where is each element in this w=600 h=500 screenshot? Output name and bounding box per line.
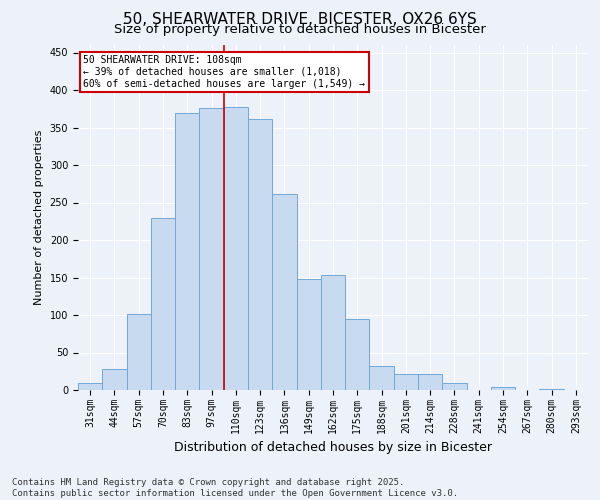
Bar	[224, 106, 248, 390]
Text: 50, SHEARWATER DRIVE, BICESTER, OX26 6YS: 50, SHEARWATER DRIVE, BICESTER, OX26 6YS	[123, 12, 477, 28]
Text: Size of property relative to detached houses in Bicester: Size of property relative to detached ho…	[114, 22, 486, 36]
Y-axis label: Number of detached properties: Number of detached properties	[34, 130, 44, 305]
Bar	[175, 112, 199, 390]
X-axis label: Distribution of detached houses by size in Bicester: Distribution of detached houses by size …	[174, 441, 492, 454]
Bar	[394, 374, 418, 390]
Bar	[321, 275, 345, 390]
Bar	[370, 366, 394, 390]
Bar	[272, 194, 296, 390]
Bar	[442, 382, 467, 390]
Bar	[345, 319, 370, 390]
Bar	[102, 369, 127, 390]
Bar	[539, 388, 564, 390]
Text: Contains HM Land Registry data © Crown copyright and database right 2025.
Contai: Contains HM Land Registry data © Crown c…	[12, 478, 458, 498]
Bar	[151, 218, 175, 390]
Bar	[296, 279, 321, 390]
Bar	[491, 387, 515, 390]
Bar	[248, 118, 272, 390]
Bar	[199, 108, 224, 390]
Bar	[127, 314, 151, 390]
Bar	[418, 374, 442, 390]
Bar	[78, 383, 102, 390]
Text: 50 SHEARWATER DRIVE: 108sqm
← 39% of detached houses are smaller (1,018)
60% of : 50 SHEARWATER DRIVE: 108sqm ← 39% of det…	[83, 56, 365, 88]
